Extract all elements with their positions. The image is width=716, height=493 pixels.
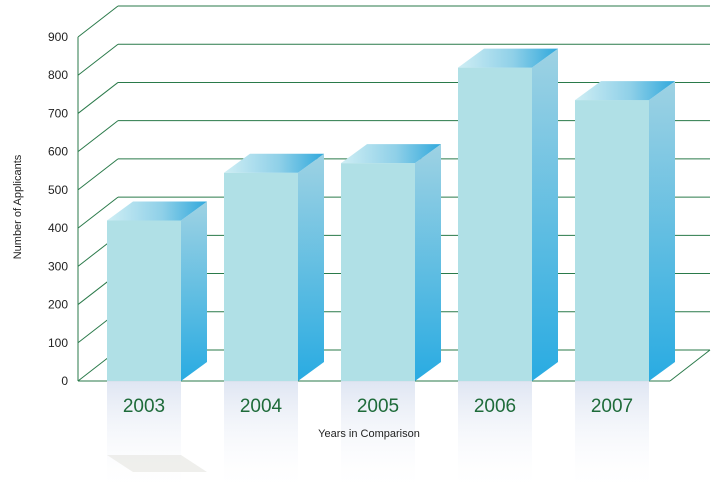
gridline-diagonal [77, 82, 119, 114]
y-axis-ticks: 0 100 200 300 400 500 600 700 800 900 [48, 30, 68, 388]
bar-front [107, 220, 181, 381]
y-tick-label: 800 [48, 68, 68, 82]
bar-front [575, 100, 649, 382]
bar-front [341, 163, 415, 381]
bar-2004 [224, 153, 324, 381]
bars [107, 48, 675, 382]
y-tick-label: 300 [48, 259, 68, 273]
bar-reflection [575, 381, 649, 493]
gridline-diagonal [77, 196, 119, 229]
bar-top [341, 144, 441, 164]
bar-top [575, 81, 675, 101]
bar-reflection [107, 381, 181, 493]
y-tick-label: 900 [48, 30, 68, 44]
bar-side [415, 144, 441, 381]
bar-front [224, 172, 298, 381]
bar-top [107, 201, 207, 221]
x-axis-categories: 2003 2004 2005 2006 2007 [123, 396, 633, 417]
bar-top [458, 48, 558, 68]
x-category-label: 2006 [474, 396, 516, 417]
gridline-diagonal [77, 120, 119, 153]
x-axis-title: Years in Comparison [318, 428, 420, 440]
x-category-label: 2005 [357, 396, 399, 417]
bar-front [458, 67, 532, 382]
bar-reflection [458, 381, 532, 493]
y-tick-label: 500 [48, 183, 68, 197]
y-tick-label: 700 [48, 106, 68, 120]
bar-side [298, 153, 324, 381]
y-tick-label: 400 [48, 221, 68, 235]
y-tick-label: 0 [61, 374, 68, 388]
y-tick-label: 600 [48, 145, 68, 159]
floor-shadow [107, 455, 207, 472]
x-category-label: 2003 [123, 396, 165, 417]
gridline-diagonal [77, 43, 119, 76]
bar-reflection [341, 381, 415, 493]
bar-reflection [224, 381, 298, 493]
bar-side [181, 201, 207, 381]
x-category-label: 2007 [591, 396, 633, 417]
bar-reflections [107, 381, 649, 493]
x-category-label: 2004 [240, 396, 283, 417]
floor-right-edge [669, 349, 711, 382]
gridline-diagonal [77, 5, 119, 38]
bar-2006 [458, 48, 558, 382]
bar-top [224, 153, 324, 173]
bar-2005 [341, 144, 441, 381]
y-tick-label: 200 [48, 298, 68, 312]
bar-2007 [575, 81, 675, 382]
gridline-diagonal [77, 158, 119, 191]
y-axis-title: Number of Applicants [12, 154, 24, 259]
y-tick-label: 100 [48, 336, 68, 350]
bar-side [532, 48, 558, 381]
bar-side [649, 81, 675, 382]
bar-2003 [107, 201, 207, 381]
